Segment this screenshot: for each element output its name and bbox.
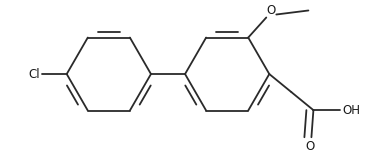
Text: OH: OH (343, 104, 360, 117)
Text: Cl: Cl (28, 68, 40, 81)
Text: O: O (267, 4, 276, 16)
Text: O: O (306, 140, 315, 153)
